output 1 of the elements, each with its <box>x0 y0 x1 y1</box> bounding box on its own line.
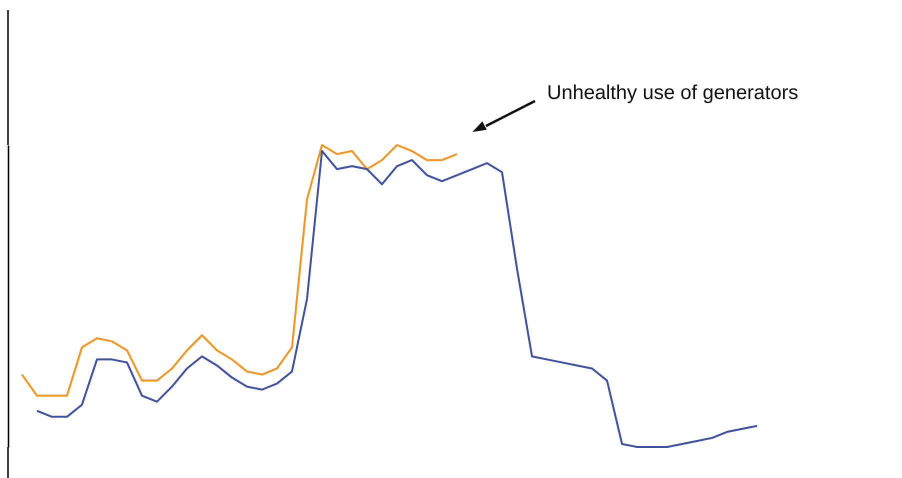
text: Unhealthy use of generators <box>547 82 798 104</box>
